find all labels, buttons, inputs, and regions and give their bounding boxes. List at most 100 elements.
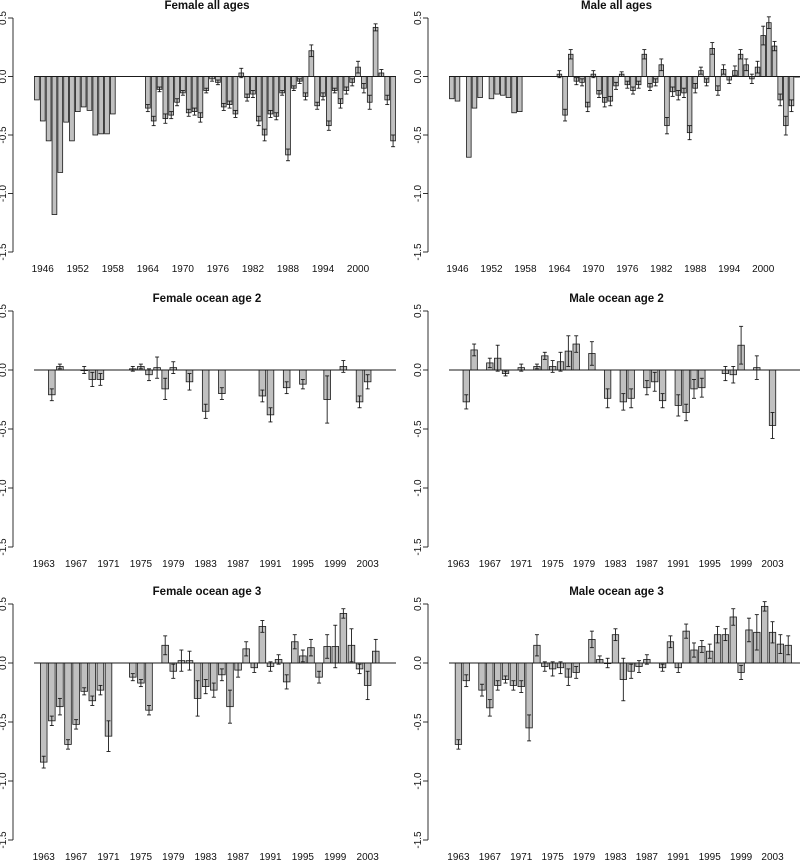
x-tick-label: 1994 xyxy=(312,264,335,275)
bar-1968 xyxy=(168,76,175,116)
bar-1948 xyxy=(51,76,58,215)
y-tick-label: -1.5 xyxy=(0,243,9,261)
bar-1953 xyxy=(494,76,500,95)
bar-1954 xyxy=(500,76,506,96)
x-tick-label: 1988 xyxy=(277,264,300,275)
chart-panel-1: Female all ages 0.5 0.0 -0.5 -1.0 -1.5 1946 195… xyxy=(0,0,396,275)
x-tick-label: 2003 xyxy=(761,852,784,863)
bar-1948 xyxy=(466,76,472,158)
x-tick-label: 2003 xyxy=(357,852,380,863)
y-tick-label: -0.5 xyxy=(413,713,424,731)
bar-1958 xyxy=(110,76,116,115)
bar-1984 xyxy=(261,76,268,136)
bar-1946 xyxy=(39,76,46,122)
bar-1950 xyxy=(477,76,483,98)
bar-1967 xyxy=(72,662,80,725)
y-tick-label: -1.0 xyxy=(413,184,424,202)
bar-1945 xyxy=(449,76,455,100)
bar-1954 xyxy=(86,76,93,111)
x-tick-label: 1999 xyxy=(730,559,753,570)
x-tick-label: 1970 xyxy=(172,264,195,275)
bar-2002 xyxy=(761,605,769,664)
bar-1953 xyxy=(80,76,87,108)
x-tick-label: 1999 xyxy=(324,852,347,863)
x-tick-label: 1987 xyxy=(636,559,659,570)
bar-1946 xyxy=(454,76,461,102)
chart-panel-2: Male all ages 0.5 0.0 -0.5 -1.0 -1.5 1946 1952 1… xyxy=(413,0,800,275)
bar-1955 xyxy=(505,76,512,98)
x-tick-label: 1991 xyxy=(259,852,282,863)
x-tick-label: 1946 xyxy=(446,264,469,275)
x-tick-label: 1991 xyxy=(667,559,690,570)
y-tick-label: -1.5 xyxy=(413,831,424,849)
bar-1968 xyxy=(80,662,88,692)
x-tick-label: 1975 xyxy=(130,559,153,570)
bar-1967 xyxy=(162,76,169,120)
y-tick-label: 0.5 xyxy=(0,11,9,25)
x-tick-label: 1952 xyxy=(480,264,503,275)
bar-1985 xyxy=(267,76,274,115)
x-tick-label: 1995 xyxy=(292,852,315,863)
y-tick-label: -1.5 xyxy=(413,538,424,556)
chart-title: Female all ages xyxy=(164,0,249,12)
x-tick-label: 1982 xyxy=(242,264,265,275)
x-tick-label: 1976 xyxy=(207,264,230,275)
x-tick-label: 1983 xyxy=(195,852,218,863)
bar-1993 xyxy=(314,76,320,107)
chart-title: Male ocean age 2 xyxy=(569,293,664,305)
bar-1952 xyxy=(488,76,495,100)
x-tick-label: 1979 xyxy=(162,852,185,863)
x-tick-label: 2000 xyxy=(752,264,775,275)
x-tick-label: 1963 xyxy=(447,559,470,570)
chart-panel-3: Female ocean age 2 0.5 0.0 -0.5 -1.0 -1.5 1963… xyxy=(0,293,396,570)
x-tick-label: 1979 xyxy=(573,852,596,863)
x-tick-label: 1991 xyxy=(259,559,282,570)
x-tick-label: 1967 xyxy=(479,559,502,570)
bar-1957 xyxy=(104,76,110,135)
x-tick-label: 1995 xyxy=(699,559,722,570)
y-tick-label: 0.0 xyxy=(413,656,424,670)
x-tick-label: 1999 xyxy=(324,559,347,570)
x-tick-label: 1995 xyxy=(292,559,315,570)
bar-1964 xyxy=(145,76,151,109)
bar-1986 xyxy=(273,76,280,117)
y-tick-label: 0.0 xyxy=(0,69,9,83)
y-tick-label: 0.0 xyxy=(413,69,424,83)
chart-title: Female ocean age 3 xyxy=(153,586,262,598)
bar-1956 xyxy=(98,76,104,135)
x-tick-label: 1987 xyxy=(636,852,659,863)
x-tick-label: 1979 xyxy=(573,559,596,570)
x-tick-label: 1991 xyxy=(667,852,690,863)
y-tick-label: -1.0 xyxy=(413,772,424,790)
bar-1972 xyxy=(191,76,198,112)
x-tick-label: 1987 xyxy=(227,559,250,570)
y-tick-label: 0.0 xyxy=(413,363,424,377)
y-tick-label: -0.5 xyxy=(0,126,9,144)
bar-1973 xyxy=(197,76,204,118)
y-tick-label: -1.5 xyxy=(0,538,9,556)
bar-1952 xyxy=(74,76,81,112)
x-tick-label: 1971 xyxy=(97,852,120,863)
x-tick-label: 2000 xyxy=(347,264,370,275)
chart-title: Female ocean age 2 xyxy=(153,293,262,305)
chart-panel-4: Male ocean age 2 0.5 0.0 -0.5 -1.0 -1.5 1963 19… xyxy=(413,293,800,570)
bar-1947 xyxy=(45,76,52,142)
x-tick-label: 1999 xyxy=(730,852,753,863)
x-tick-label: 1983 xyxy=(604,852,627,863)
bar-1983 xyxy=(255,76,262,122)
y-tick-label: -0.5 xyxy=(413,420,424,438)
bar-1950 xyxy=(63,76,69,123)
y-tick-label: -1.0 xyxy=(413,479,424,497)
y-tick-label: 0.5 xyxy=(413,597,424,611)
x-tick-label: 1975 xyxy=(542,559,565,570)
bar-1945 xyxy=(34,76,40,101)
y-tick-label: -0.5 xyxy=(0,713,9,731)
x-tick-label: 1971 xyxy=(510,852,533,863)
y-tick-label: 0.5 xyxy=(413,304,424,318)
bar-1949 xyxy=(471,76,478,109)
bar-1956 xyxy=(511,76,517,114)
y-tick-label: -1.0 xyxy=(0,772,9,790)
bar-1988 xyxy=(285,76,291,156)
x-tick-label: 1995 xyxy=(699,852,722,863)
